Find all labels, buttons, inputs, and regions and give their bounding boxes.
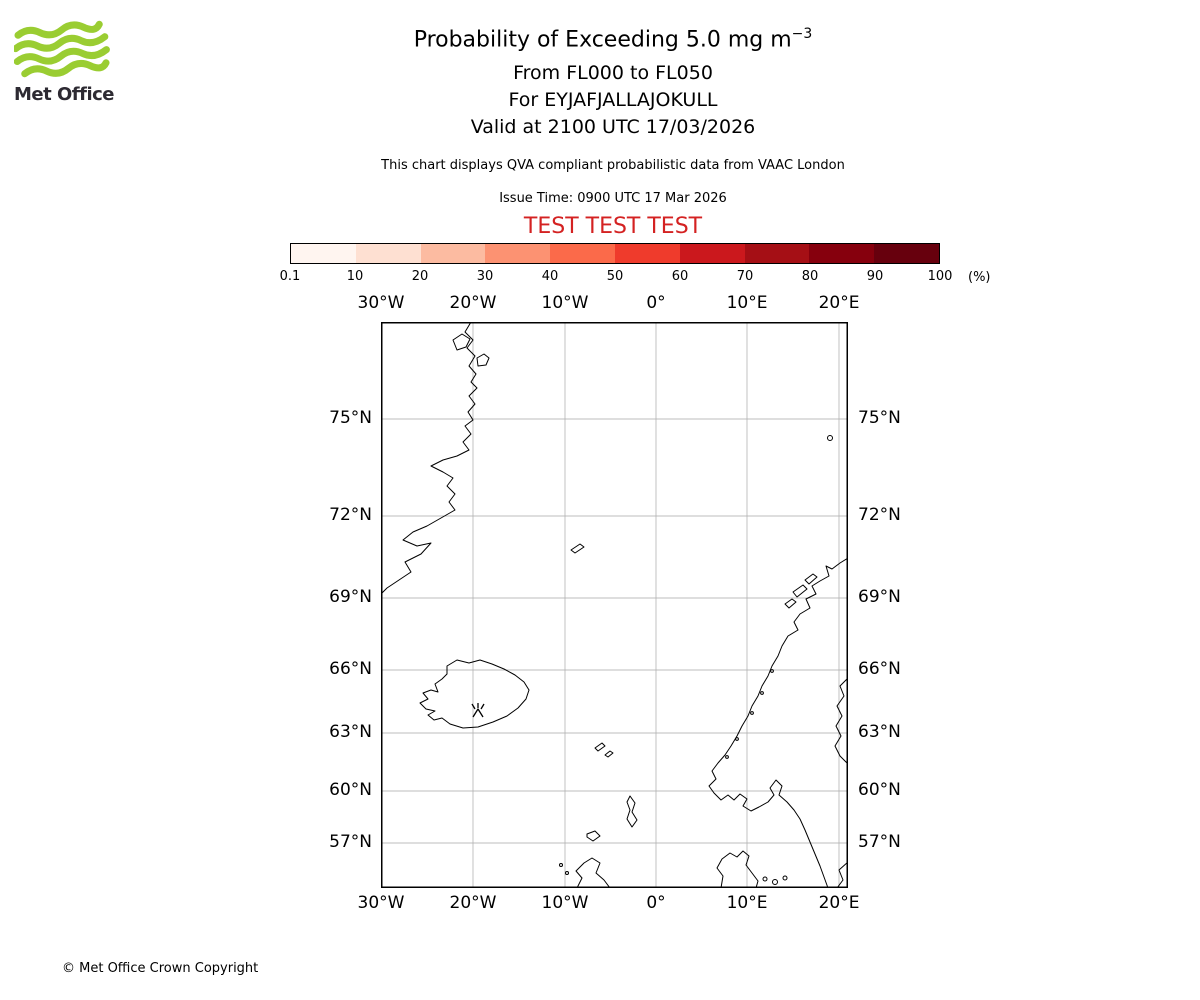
lon-label-top: 20°W (449, 293, 497, 313)
lon-label-bottom: 10°W (541, 893, 589, 913)
shetland-island (626, 795, 638, 828)
met-office-logo: Met Office (12, 20, 124, 105)
lofoten-island (804, 573, 818, 585)
lat-label-left: 69°N (329, 587, 372, 607)
coastline-scotland (575, 857, 611, 888)
greenland-island (476, 353, 490, 367)
page-title-text: Probability of Exceeding 5.0 mg m (413, 27, 792, 53)
lat-label-right: 75°N (858, 408, 901, 428)
lon-label-top: 10°W (541, 293, 589, 313)
lat-label-left: 75°N (329, 408, 372, 428)
lon-label-bottom: 10°E (726, 893, 768, 913)
colorbar-tick: 20 (411, 269, 429, 284)
norway-islet (735, 737, 739, 741)
colorbar-tick: 70 (736, 269, 754, 284)
lat-label-right: 72°N (858, 505, 901, 525)
subtitle-flight-levels: From FL000 to FL050 (513, 62, 713, 84)
coastline-greenland (381, 322, 478, 595)
lat-label-right: 60°N (858, 780, 901, 800)
colorbar-tick: 40 (541, 269, 559, 284)
test-banner: TEST TEST TEST (523, 214, 703, 239)
colorbar-tick: 0.1 (279, 269, 301, 284)
coastline-baltic (836, 861, 848, 888)
lon-label-bottom: 0° (646, 893, 666, 913)
lon-label-top: 10°E (726, 293, 768, 313)
denmark-island (762, 876, 768, 882)
denmark-island (772, 879, 778, 885)
norway-islet (770, 669, 774, 673)
lon-label-bottom: 20°E (818, 893, 860, 913)
met-office-waves-icon (12, 20, 110, 78)
lat-label-right: 57°N (858, 832, 901, 852)
lat-label-left: 60°N (329, 780, 372, 800)
colorbar-segment (874, 244, 939, 263)
coastline-norway (708, 557, 848, 888)
colorbar-unit: (%) (968, 270, 991, 285)
chart-description: This chart displays QVA compliant probab… (381, 158, 845, 173)
greenland-island (452, 333, 471, 351)
lat-label-left: 63°N (329, 722, 372, 742)
colorbar-segment (485, 244, 551, 263)
grid-lines (381, 322, 848, 888)
lat-label-left: 57°N (329, 832, 372, 852)
lon-label-bottom: 20°W (449, 893, 497, 913)
colorbar-ticks: 0.1 10 20 30 40 50 60 70 80 90 100 (0, 269, 1200, 287)
map-canvas (381, 322, 848, 888)
page-title: Probability of Exceeding 5.0 mg m−3 (26, 26, 1200, 52)
lon-label-top: 20°E (818, 293, 860, 313)
page-title-exponent: −3 (791, 26, 813, 42)
colorbar-tick: 60 (671, 269, 689, 284)
volcano-marker-icon (471, 703, 485, 718)
lat-label-left: 66°N (329, 659, 372, 679)
colorbar-segment (291, 244, 356, 263)
faroe-island (604, 750, 614, 758)
colorbar-segment (420, 244, 486, 263)
hebrides-islet (559, 863, 563, 867)
subtitle-volcano: For EYJAFJALLAJOKULL (508, 89, 718, 111)
lon-label-top: 0° (646, 293, 666, 313)
lon-label-bottom: 30°W (357, 893, 405, 913)
colorbar-segment (550, 244, 615, 263)
lofoten-island (792, 584, 808, 598)
colorbar-tick: 80 (801, 269, 819, 284)
coastline-bothnia (834, 677, 848, 765)
lat-label-right: 63°N (858, 722, 901, 742)
lat-label-left: 72°N (329, 505, 372, 525)
copyright-text: © Met Office Crown Copyright (62, 961, 259, 976)
met-office-logo-text: Met Office (14, 84, 115, 105)
issue-time: Issue Time: 0900 UTC 17 Mar 2026 (499, 191, 727, 206)
colorbar-segment (355, 244, 421, 263)
norway-islet (725, 755, 729, 759)
bear-island (827, 435, 833, 441)
coastline-denmark (716, 850, 759, 888)
coastline-iceland (419, 659, 530, 729)
denmark-island (782, 875, 788, 881)
map-frame (381, 322, 848, 888)
colorbar-tick: 100 (927, 269, 953, 284)
colorbar-segment (679, 244, 745, 263)
jan-mayen-island (570, 543, 585, 554)
lon-label-top: 30°W (357, 293, 405, 313)
colorbar-segment (744, 244, 810, 263)
lofoten-island (784, 598, 797, 609)
colorbar-tick: 90 (866, 269, 884, 284)
colorbar-gradient (290, 243, 940, 264)
lat-label-right: 66°N (858, 659, 901, 679)
hebrides-islet (565, 871, 569, 875)
colorbar-tick: 30 (476, 269, 494, 284)
orkney-island (586, 830, 601, 842)
faroe-island (594, 742, 606, 752)
norway-islet (750, 711, 754, 715)
colorbar-segment (614, 244, 680, 263)
subtitle-valid-time: Valid at 2100 UTC 17/03/2026 (470, 116, 756, 138)
colorbar-segment (809, 244, 875, 263)
lat-label-right: 69°N (858, 587, 901, 607)
colorbar-tick: 10 (346, 269, 364, 284)
colorbar-tick: 50 (606, 269, 624, 284)
norway-islet (760, 691, 764, 695)
